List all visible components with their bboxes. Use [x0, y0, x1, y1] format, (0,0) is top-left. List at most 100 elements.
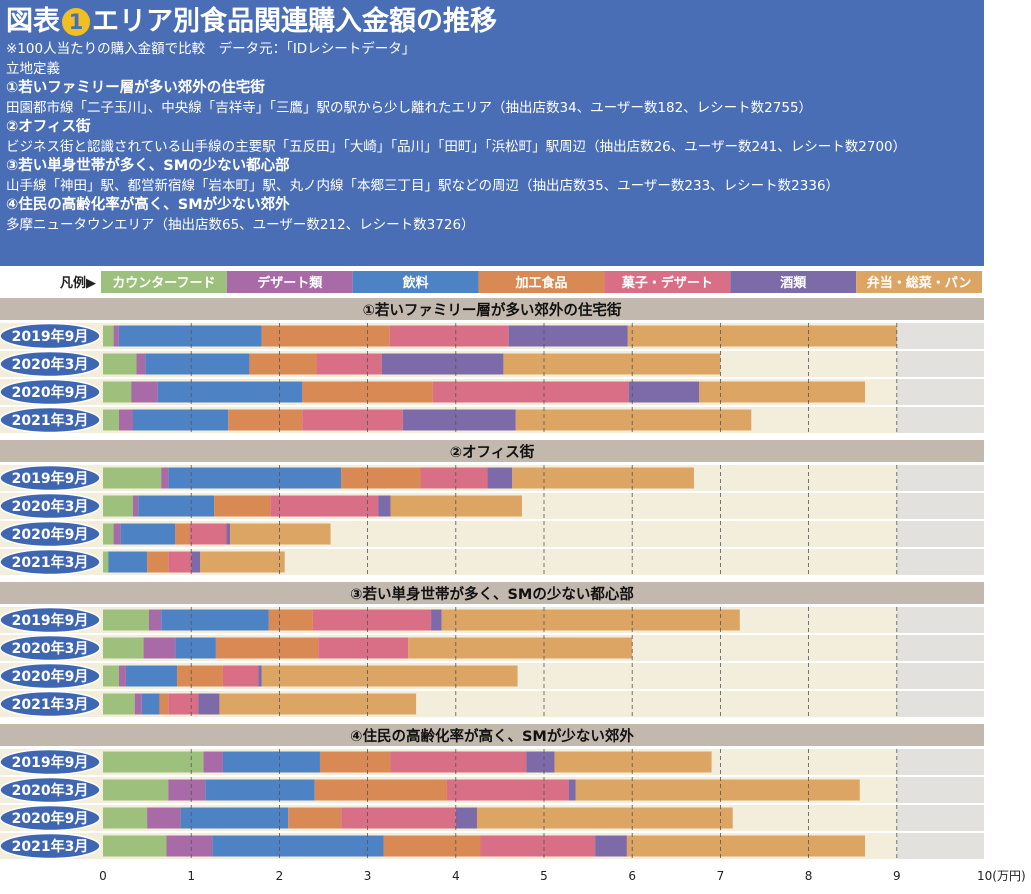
row-label-oval	[0, 804, 101, 832]
bar-segment	[503, 353, 721, 375]
bar-segment	[103, 751, 204, 773]
bar-segment	[261, 325, 390, 347]
bar-segment	[161, 467, 169, 489]
row-label-oval	[0, 322, 101, 350]
bar-segment	[103, 523, 114, 545]
row-label: 2020年3月	[12, 498, 89, 515]
area-4-name: ④住民の高齢化率が高く、SMが少ない郊外	[6, 197, 290, 213]
row-label-oval	[0, 520, 101, 548]
bar-segment	[402, 409, 516, 431]
bar-segment	[103, 835, 167, 857]
title-prefix: 図表	[6, 6, 60, 37]
bar-segment	[125, 665, 178, 687]
area-3-desc: 山手線「神田」駅、都営新宿線「岩本町」駅、丸ノ内線「本郷三丁目」駅などの周辺（抽…	[6, 177, 840, 194]
row-label: 2021年3月	[12, 554, 89, 571]
bar-segment	[341, 467, 421, 489]
chart-title: エリア別食品関連購入金額の推移	[92, 6, 497, 37]
group-header-bar	[0, 724, 984, 746]
row-label: 2021年3月	[12, 412, 89, 429]
bar-segment	[487, 467, 513, 489]
row-label: 2019年9月	[12, 470, 89, 487]
bar-segment	[626, 835, 866, 857]
group-header-bar	[0, 440, 984, 462]
bar-segment	[408, 637, 633, 659]
bar-segment	[215, 637, 319, 659]
area-1-desc: 田園都市線「二子玉川」、中央線「吉祥寺」「三鷹」駅の駅から少し離れたエリア（抽出…	[6, 99, 813, 116]
bar-segment	[132, 409, 229, 431]
bar-segment	[230, 523, 331, 545]
bar-segment	[198, 693, 220, 715]
bar-segment	[103, 409, 119, 431]
bar-segment	[175, 637, 216, 659]
bar-segment	[113, 523, 121, 545]
legend-entry: 弁当・総菜・パン	[867, 275, 972, 291]
bar-segment	[103, 779, 169, 801]
row-label-oval	[0, 690, 101, 718]
legend-entry: カウンターフード	[112, 276, 215, 291]
bar-segment	[455, 807, 477, 829]
bar-segment	[222, 665, 259, 687]
bar-segment	[103, 467, 162, 489]
bar-segment	[103, 807, 148, 829]
legend-swatch	[478, 271, 605, 293]
bar-segment	[138, 495, 215, 517]
data-source-note: ※100人当たりの購入金額で比較 データ元：「IDレシートデータ」	[6, 41, 416, 57]
bar-segment	[118, 325, 262, 347]
bar-segment	[108, 551, 148, 573]
bar-segment	[431, 609, 442, 631]
row-label: 2020年3月	[12, 356, 89, 373]
legend-swatch	[226, 271, 353, 293]
group-title: ①若いファミリー層が多い郊外の住宅街	[363, 301, 622, 319]
legend-entry: 加工食品	[514, 275, 567, 291]
x-tick-label: 3	[364, 869, 372, 883]
legend-swatch	[604, 271, 731, 293]
bar-segment	[157, 381, 303, 403]
bar-segment	[627, 325, 897, 347]
row-label-oval	[0, 378, 101, 406]
bar-segment	[103, 551, 109, 573]
bar-segment	[390, 495, 522, 517]
bar-segment	[699, 381, 866, 403]
bar-segment	[212, 835, 384, 857]
bar-segment	[161, 609, 269, 631]
bar-segment	[148, 609, 162, 631]
row-label: 2021年3月	[12, 696, 89, 713]
row-label-oval	[0, 492, 101, 520]
x-tick-label: 0	[99, 869, 107, 883]
bar-segment	[389, 325, 509, 347]
bar-segment	[258, 665, 262, 687]
bar-segment	[226, 523, 231, 545]
x-tick-label: 9	[893, 869, 901, 883]
bar-segment	[222, 751, 320, 773]
group-title: ④住民の高齢化率が高く、SMが少ない郊外	[350, 727, 634, 745]
bar-segment	[432, 381, 629, 403]
bar-segment	[302, 409, 403, 431]
row-label-oval	[0, 748, 101, 776]
row-label-oval	[0, 606, 101, 634]
group-header-bar	[0, 298, 984, 320]
bar-segment	[420, 467, 488, 489]
x-tick-label: 2	[276, 869, 284, 883]
row-label: 2020年3月	[12, 782, 89, 799]
legend-entry: 酒類	[780, 276, 807, 291]
row-label-oval	[0, 464, 101, 492]
bar-segment	[249, 353, 317, 375]
bar-segment	[480, 835, 596, 857]
bar-segment	[383, 835, 481, 857]
bar-segment	[103, 495, 133, 517]
bar-segment	[175, 523, 190, 545]
legend-swatch	[856, 271, 982, 293]
chart-header: 図表 1 エリア別食品関連購入金額の推移 ※100人当たりの購入金額で比較 デー…	[0, 0, 984, 266]
bar-segment	[219, 693, 417, 715]
x-tick-label: 6	[628, 869, 636, 883]
bar-segment	[131, 381, 158, 403]
row-label: 2020年9月	[12, 668, 89, 685]
bar-segment	[120, 523, 176, 545]
row-label-oval	[0, 350, 101, 378]
bar-segment	[118, 665, 126, 687]
bar-segment	[145, 353, 250, 375]
x-tick-label: 8	[805, 869, 813, 883]
bar-segment	[103, 353, 137, 375]
bar-segment	[177, 665, 223, 687]
